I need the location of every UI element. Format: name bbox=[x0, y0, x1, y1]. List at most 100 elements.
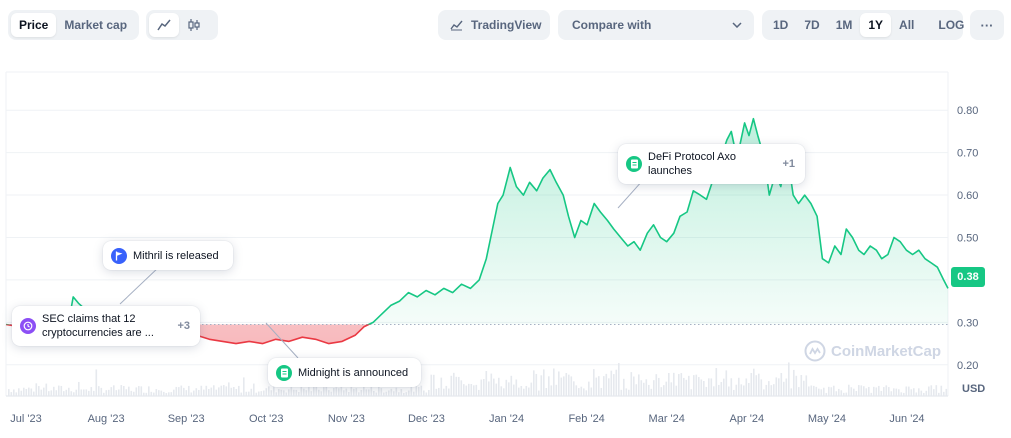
volume-bar bbox=[290, 385, 293, 396]
tab-price[interactable]: Price bbox=[11, 13, 57, 37]
volume-bar bbox=[468, 383, 470, 396]
volume-bar bbox=[663, 385, 665, 396]
volume-bar bbox=[618, 363, 620, 396]
volume-bar bbox=[675, 385, 678, 396]
volume-bar bbox=[525, 385, 528, 396]
volume-bar bbox=[765, 384, 768, 396]
x-tick-label: Aug '23 bbox=[88, 413, 125, 425]
volume-bar bbox=[160, 390, 163, 396]
range-1d-button[interactable]: 1D bbox=[773, 18, 789, 32]
more-options-button[interactable]: ··· bbox=[970, 10, 1004, 40]
volume-bar bbox=[43, 387, 45, 396]
volume-bar bbox=[750, 373, 753, 396]
volume-bar bbox=[433, 374, 435, 396]
volume-bar bbox=[553, 368, 555, 396]
volume-bar bbox=[848, 384, 850, 396]
volume-bar bbox=[103, 392, 105, 396]
volume-bar bbox=[198, 389, 200, 396]
volume-bar bbox=[353, 388, 355, 396]
line-chart-icon bbox=[157, 19, 171, 31]
range-7d-button[interactable]: 7D bbox=[804, 18, 820, 32]
event-count: +1 bbox=[782, 158, 795, 170]
clock-icon bbox=[23, 321, 33, 331]
volume-bar bbox=[608, 378, 610, 396]
volume-bar bbox=[270, 390, 273, 396]
volume-bar bbox=[923, 392, 925, 396]
volume-bar bbox=[345, 388, 348, 396]
volume-bar bbox=[380, 388, 383, 396]
volume-bar bbox=[778, 378, 780, 396]
compare-with-select[interactable]: Compare with bbox=[558, 10, 754, 40]
event-mithril[interactable]: Mithril is released bbox=[103, 241, 233, 270]
volume-bar bbox=[655, 374, 658, 396]
event-text: Mithril is released bbox=[133, 249, 219, 262]
volume-bar bbox=[823, 387, 825, 396]
x-axis: Jul '23 Aug '23 Sep '23 Oct '23 Nov '23 Dec '… bbox=[10, 413, 924, 425]
event-defi-axo[interactable]: DeFi Protocol Axo launches +1 bbox=[618, 144, 805, 184]
volume-bar bbox=[223, 385, 225, 396]
volume-bar bbox=[893, 388, 895, 396]
volume-bar bbox=[355, 388, 358, 396]
log-scale-button[interactable]: LOG bbox=[938, 18, 965, 32]
volume-bar bbox=[183, 387, 185, 396]
volume-bar bbox=[698, 377, 700, 396]
volume-bar bbox=[350, 386, 353, 396]
volume-bar bbox=[363, 386, 365, 396]
volume-bar bbox=[10, 392, 13, 396]
candlestick-button[interactable] bbox=[179, 13, 209, 37]
event-text: DeFi Protocol Axo launches bbox=[648, 150, 768, 178]
volume-bar bbox=[938, 392, 940, 396]
volume-bar bbox=[470, 384, 473, 396]
volume-bar bbox=[80, 389, 83, 396]
volume-bar bbox=[38, 386, 40, 396]
volume-bar bbox=[570, 376, 573, 396]
volume-bar bbox=[8, 389, 10, 396]
volume-bar bbox=[650, 388, 653, 396]
volume-bar bbox=[573, 381, 575, 396]
volume-bar bbox=[335, 387, 338, 396]
volume-bar bbox=[878, 385, 880, 396]
event-text: Midnight is announced bbox=[298, 366, 409, 379]
volume-bar bbox=[928, 386, 930, 396]
volume-bar bbox=[200, 385, 203, 396]
volume-bar bbox=[943, 391, 945, 396]
volume-bar bbox=[630, 372, 633, 396]
volume-bar bbox=[500, 386, 503, 396]
volume-bar bbox=[148, 386, 150, 396]
volume-bar bbox=[13, 389, 15, 396]
event-midnight[interactable]: Midnight is announced bbox=[268, 358, 421, 387]
volume-bar bbox=[683, 377, 685, 396]
volume-bar bbox=[115, 390, 118, 396]
volume-bar bbox=[760, 379, 763, 396]
volume-bar bbox=[565, 373, 568, 396]
volume-bar bbox=[598, 376, 600, 396]
volume-bar bbox=[30, 388, 33, 396]
volume-bar bbox=[900, 392, 903, 396]
tradingview-button[interactable]: TradingView bbox=[438, 10, 550, 40]
volume-bar bbox=[55, 390, 58, 396]
volume-bar bbox=[233, 386, 235, 396]
volume-bar bbox=[170, 392, 173, 396]
range-all-button[interactable]: All bbox=[899, 18, 915, 32]
event-sec-claims[interactable]: SEC claims that 12 cryptocurrencies are … bbox=[12, 306, 200, 346]
line-chart-button[interactable] bbox=[149, 13, 179, 37]
volume-bar bbox=[593, 369, 595, 396]
volume-bar bbox=[428, 390, 430, 396]
x-tick-label: Mar '24 bbox=[649, 413, 685, 425]
volume-bar bbox=[708, 378, 710, 396]
range-1m-button[interactable]: 1M bbox=[835, 18, 853, 32]
volume-bar bbox=[538, 390, 540, 396]
event-badge bbox=[626, 156, 642, 172]
volume-bar bbox=[105, 390, 108, 396]
volume-bar bbox=[318, 389, 320, 396]
volume-bar bbox=[580, 386, 583, 396]
volume-bar bbox=[930, 385, 933, 396]
volume-bar bbox=[163, 391, 165, 396]
tab-market-cap[interactable]: Market cap bbox=[64, 18, 128, 32]
compare-with-label: Compare with bbox=[572, 18, 652, 32]
volume-bar bbox=[945, 388, 948, 396]
volume-bar bbox=[810, 385, 813, 396]
range-1y-button[interactable]: 1Y bbox=[860, 13, 892, 37]
volume-bar bbox=[413, 391, 415, 396]
volume-bar bbox=[73, 392, 75, 396]
